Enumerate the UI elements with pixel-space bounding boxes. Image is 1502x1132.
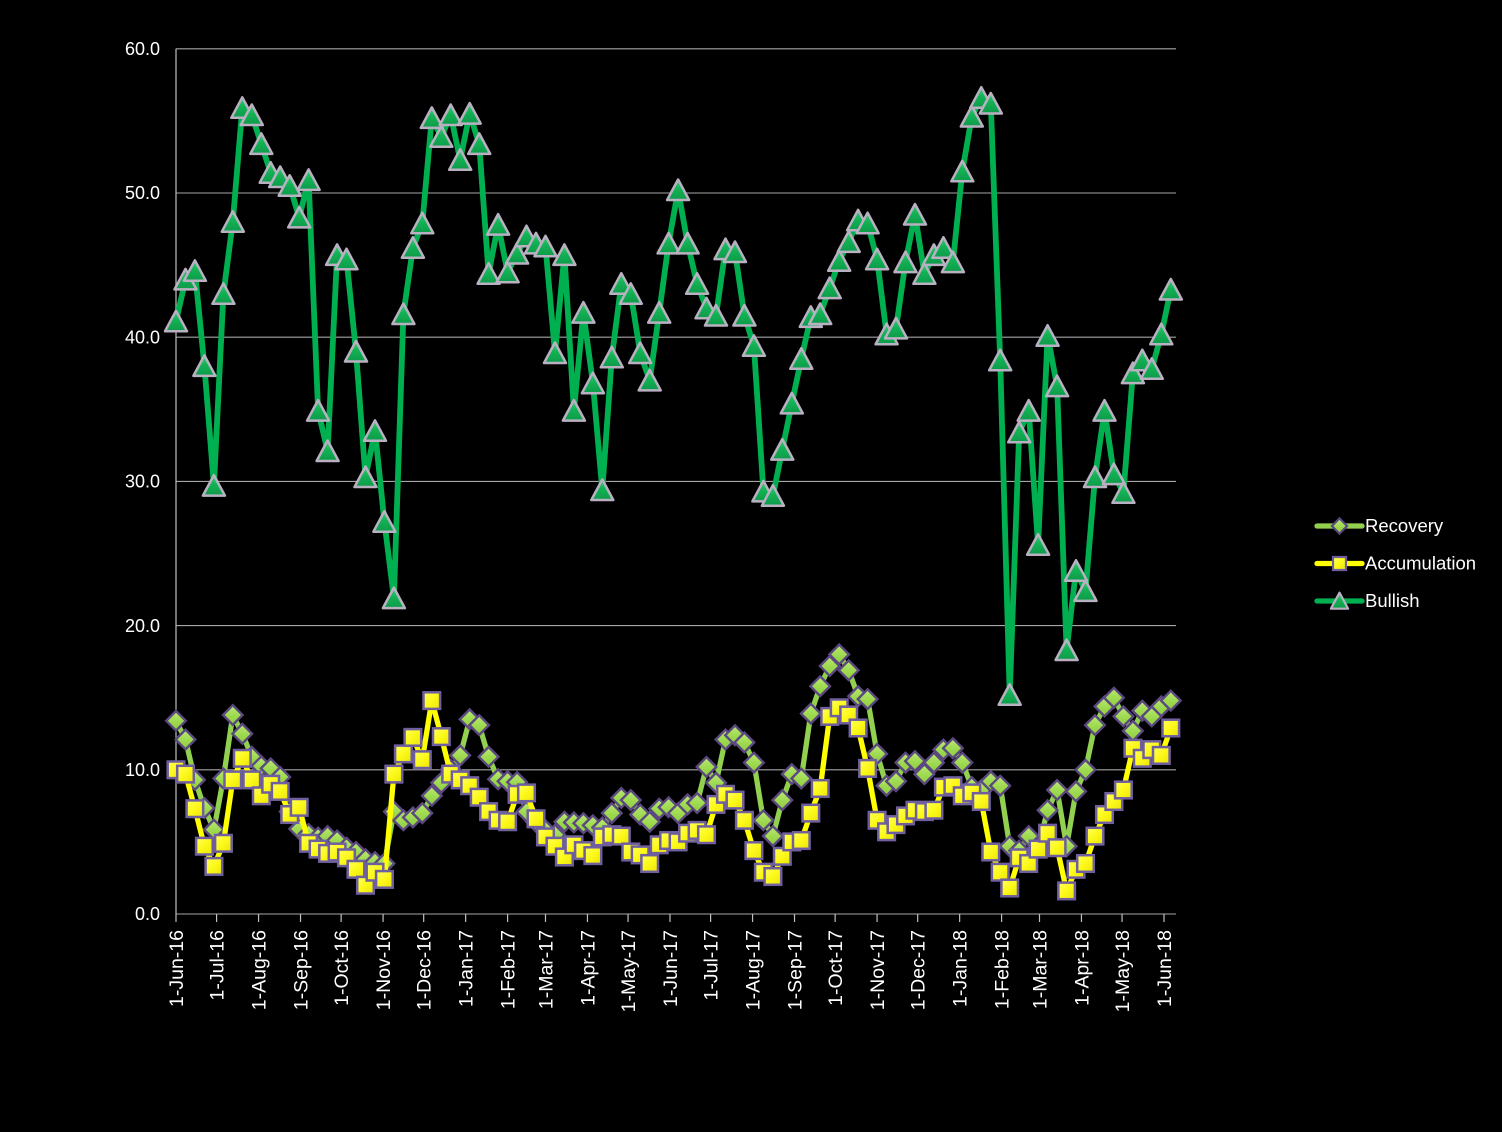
svg-text:1-Jun-18: 1-Jun-18 xyxy=(1154,930,1176,1007)
svg-text:Bullish: Bullish xyxy=(1365,590,1420,611)
svg-text:1-Dec-17: 1-Dec-17 xyxy=(908,930,930,1010)
svg-text:Accumulation: Accumulation xyxy=(1365,553,1476,574)
svg-text:1-May-17: 1-May-17 xyxy=(618,930,640,1012)
svg-text:1-Oct-17: 1-Oct-17 xyxy=(825,930,847,1006)
svg-text:30.0: 30.0 xyxy=(125,472,160,492)
svg-text:1-Jun-17: 1-Jun-17 xyxy=(660,930,682,1007)
svg-text:20.0: 20.0 xyxy=(125,616,160,636)
svg-text:1-Sep-17: 1-Sep-17 xyxy=(785,930,807,1010)
svg-text:1-Jul-16: 1-Jul-16 xyxy=(207,930,229,1000)
svg-text:1-Mar-17: 1-Mar-17 xyxy=(535,930,557,1009)
svg-text:1-Jun-16: 1-Jun-16 xyxy=(166,930,188,1007)
svg-text:1-Aug-17: 1-Aug-17 xyxy=(743,930,765,1010)
svg-text:1-May-18: 1-May-18 xyxy=(1112,930,1134,1012)
svg-text:60.0: 60.0 xyxy=(125,39,160,59)
svg-text:Recovery: Recovery xyxy=(1365,515,1444,536)
svg-text:1-Feb-17: 1-Feb-17 xyxy=(498,930,520,1009)
svg-text:1-Aug-16: 1-Aug-16 xyxy=(249,930,271,1010)
svg-text:1-Apr-17: 1-Apr-17 xyxy=(577,930,599,1006)
svg-text:1-Jul-17: 1-Jul-17 xyxy=(701,930,723,1000)
svg-text:0.0: 0.0 xyxy=(135,904,160,924)
svg-text:1-Jan-18: 1-Jan-18 xyxy=(950,930,972,1007)
svg-text:50.0: 50.0 xyxy=(125,183,160,203)
svg-text:1-Nov-17: 1-Nov-17 xyxy=(867,930,889,1010)
svg-text:40.0: 40.0 xyxy=(125,327,160,347)
svg-text:1-Nov-16: 1-Nov-16 xyxy=(373,930,395,1010)
svg-text:1-Dec-16: 1-Dec-16 xyxy=(414,930,436,1010)
svg-text:1-Jan-17: 1-Jan-17 xyxy=(456,930,478,1007)
svg-text:1-Oct-16: 1-Oct-16 xyxy=(331,930,353,1006)
svg-text:1-Feb-18: 1-Feb-18 xyxy=(992,930,1014,1009)
svg-text:1-Sep-16: 1-Sep-16 xyxy=(291,930,313,1010)
svg-text:1-Apr-18: 1-Apr-18 xyxy=(1071,930,1093,1006)
svg-text:1-Mar-18: 1-Mar-18 xyxy=(1029,930,1051,1009)
svg-text:10.0: 10.0 xyxy=(125,760,160,780)
